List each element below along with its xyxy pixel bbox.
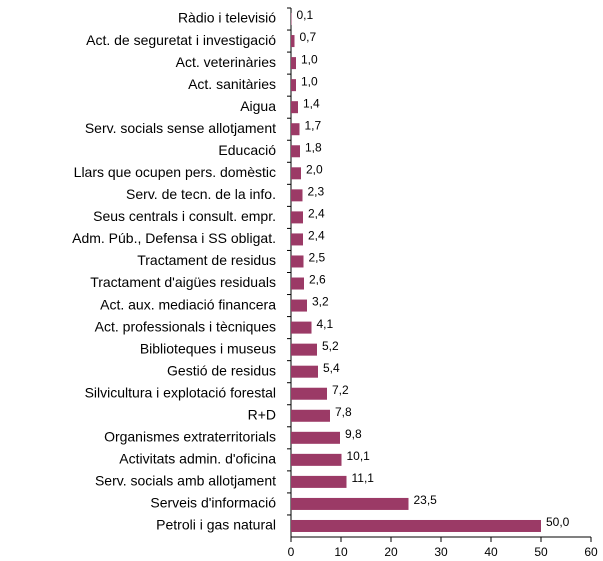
value-label: 23,5 <box>414 493 438 507</box>
category-label: R+D <box>248 406 276 422</box>
value-label: 1,0 <box>301 52 318 66</box>
bar <box>291 365 318 378</box>
bar <box>291 497 409 510</box>
category-label: Gestió de residus <box>167 362 276 378</box>
x-tick-label: 50 <box>534 545 548 559</box>
category-label: Act. aux. mediació financera <box>100 296 276 312</box>
value-label: 0,1 <box>297 8 314 22</box>
value-label: 9,8 <box>345 427 362 441</box>
value-label: 5,4 <box>323 361 340 375</box>
value-label: 2,4 <box>308 207 325 221</box>
category-label: Educació <box>218 142 276 158</box>
category-label: Ràdio i televisió <box>178 10 276 26</box>
category-label: Biblioteques i museus <box>140 340 276 356</box>
value-label: 0,7 <box>300 30 317 44</box>
value-label: 1,8 <box>305 140 322 154</box>
bar <box>291 233 303 246</box>
category-label: Act. veterinàries <box>176 54 276 70</box>
bar <box>291 409 330 422</box>
bar <box>291 343 317 356</box>
value-label: 50,0 <box>546 515 570 529</box>
category-label: Aigua <box>240 98 276 114</box>
bar <box>291 387 327 400</box>
value-label: 11,1 <box>352 471 375 485</box>
x-tick-label: 60 <box>584 545 598 559</box>
value-label: 2,4 <box>308 229 325 243</box>
bar <box>291 519 541 532</box>
category-label: Activitats admin. d'oficina <box>119 451 276 467</box>
category-label: Organismes extraterritorials <box>104 429 276 445</box>
value-label: 4,1 <box>317 317 334 331</box>
bar <box>291 123 300 136</box>
category-label: Petroli i gas natural <box>156 517 276 533</box>
bar <box>291 13 292 26</box>
category-label: Silvicultura i explotació forestal <box>85 384 276 400</box>
bar <box>291 321 312 334</box>
bar <box>291 475 347 488</box>
bar <box>291 431 340 444</box>
bar <box>291 35 295 48</box>
bar <box>291 167 301 180</box>
bar <box>291 211 303 224</box>
value-label: 2,5 <box>309 251 326 265</box>
bar <box>291 189 303 202</box>
value-label: 2,3 <box>308 185 325 199</box>
category-label: Tractament de residus <box>137 252 276 268</box>
bar <box>291 299 307 312</box>
category-label: Serveis d'informació <box>150 495 276 511</box>
bar <box>291 79 296 92</box>
category-label: Act. sanitàries <box>188 76 276 92</box>
bar <box>291 145 300 158</box>
category-label: Seus centrals i consult. empr. <box>93 208 276 224</box>
value-label: 7,8 <box>335 405 352 419</box>
category-label: Act. professionals i tècniques <box>95 318 276 334</box>
value-label: 7,2 <box>332 383 349 397</box>
value-label: 10,1 <box>347 449 371 463</box>
category-label: Serv. socials sense allotjament <box>85 120 276 136</box>
value-label: 3,2 <box>312 295 329 309</box>
x-tick-label: 20 <box>384 545 398 559</box>
category-label: Adm. Púb., Defensa i SS obligat. <box>72 230 276 246</box>
x-tick-label: 40 <box>484 545 498 559</box>
x-tick-label: 30 <box>434 545 448 559</box>
value-label: 1,4 <box>303 96 320 110</box>
value-label: 5,2 <box>322 339 339 353</box>
value-label: 1,7 <box>305 118 322 132</box>
category-label: Tractament d'aigües residuals <box>90 274 276 290</box>
x-tick-label: 0 <box>288 545 295 559</box>
bar <box>291 277 304 290</box>
value-label: 2,0 <box>306 162 323 176</box>
value-label: 1,0 <box>301 74 318 88</box>
value-label: 2,6 <box>309 273 326 287</box>
category-label: Serv. socials amb allotjament <box>95 473 276 489</box>
bar <box>291 57 296 70</box>
category-label: Serv. de tecn. de la info. <box>126 186 276 202</box>
bar <box>291 101 298 114</box>
x-tick-label: 10 <box>334 545 348 559</box>
category-label: Llars que ocupen pers. domèstic <box>74 164 276 180</box>
bar <box>291 255 304 268</box>
category-label: Act. de seguretat i investigació <box>86 32 276 48</box>
bar <box>291 453 342 466</box>
